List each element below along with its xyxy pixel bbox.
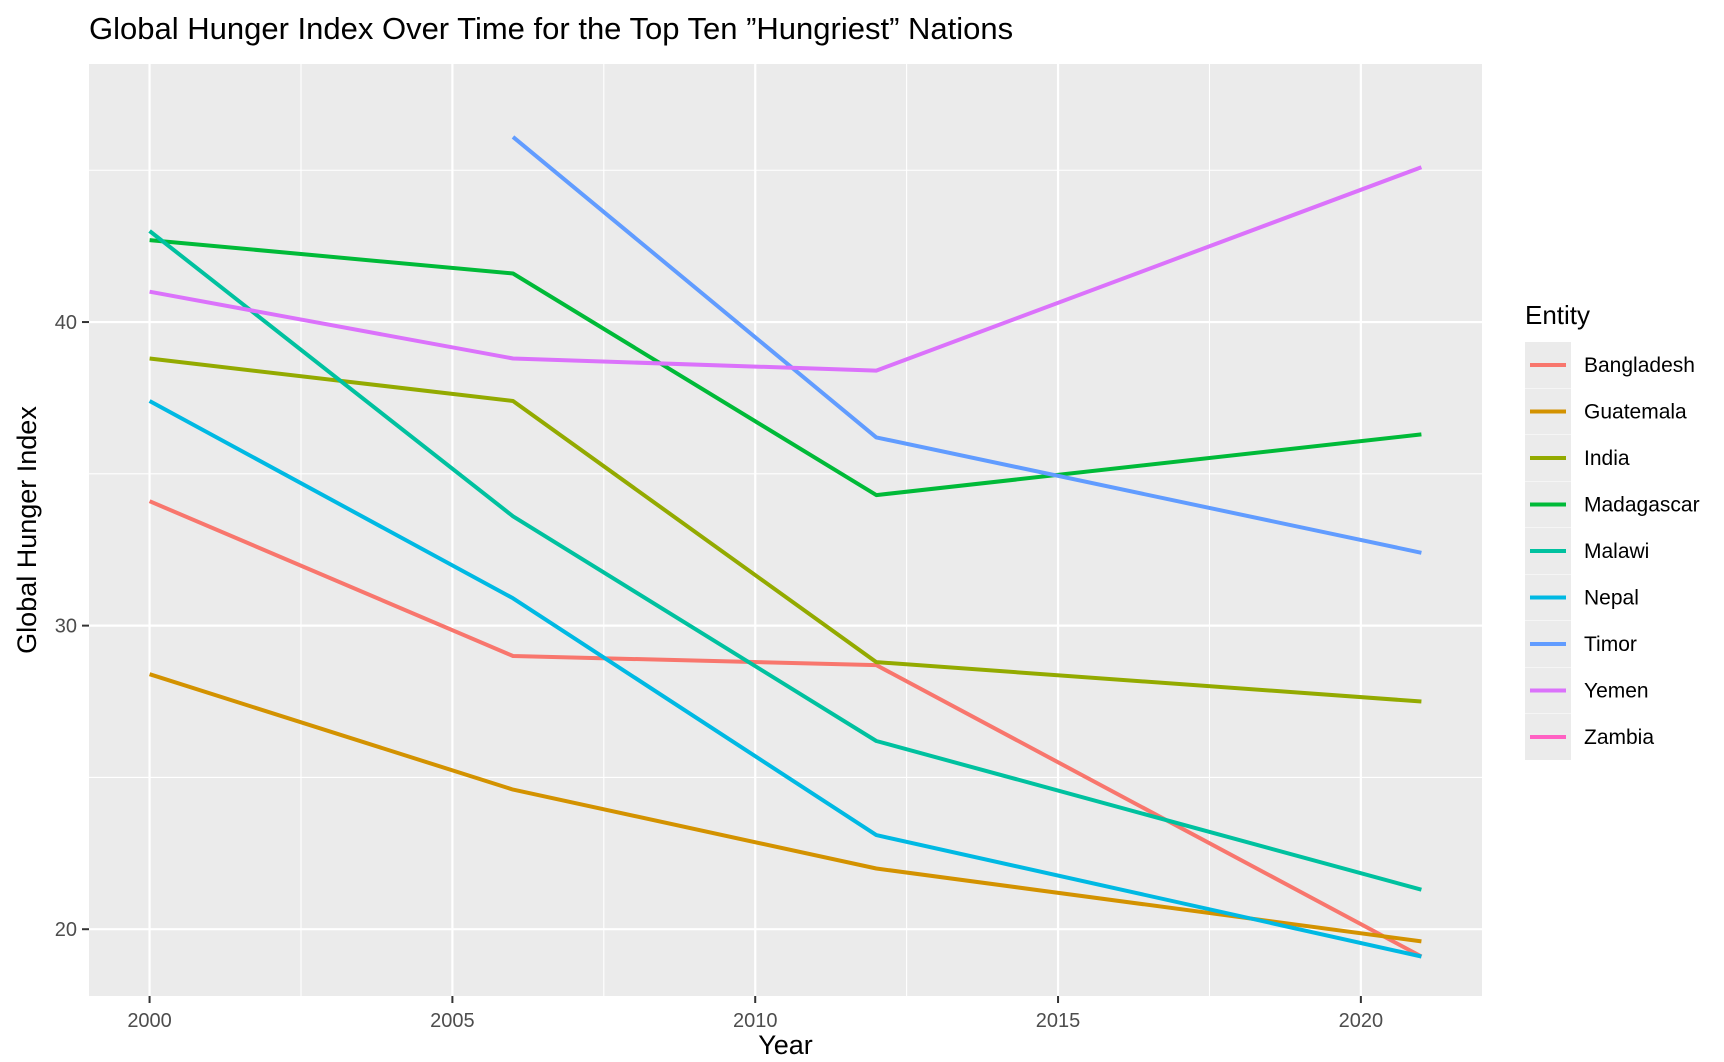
legend-label: Guatemala [1584, 401, 1687, 424]
y-tick-label: 40 [55, 312, 77, 334]
legend-label: India [1584, 447, 1630, 470]
series-line-india [149, 356, 1422, 704]
legend-label: Madagascar [1584, 494, 1700, 517]
legend: Bangladesh Guatemala India Madagascar Malawi… [1525, 342, 1700, 760]
y-axis: 20 30 40 [55, 312, 89, 941]
series-line-nepal [148, 399, 1422, 959]
series-line-guatemala [148, 672, 1422, 944]
chart-title: Global Hunger Index Over Time for the To… [89, 11, 1013, 46]
y-tick-label: 20 [55, 919, 77, 941]
legend-item-madagascar: Madagascar [1525, 481, 1700, 528]
series-lines [148, 135, 1423, 959]
legend-label: Nepal [1584, 587, 1639, 610]
x-tick-label: 2010 [733, 1010, 778, 1032]
legend-item-timor: Timor [1525, 621, 1637, 667]
x-tick-label: 2000 [127, 1010, 172, 1032]
legend-label: Malawi [1584, 540, 1649, 563]
x-tick-label: 2020 [1339, 1010, 1384, 1032]
legend-item-malawi: Malawi [1525, 528, 1649, 574]
legend-label: Zambia [1584, 726, 1654, 749]
series-line-yemen [149, 165, 1423, 373]
x-axis: 2000 2005 2010 2015 2020 [127, 996, 1383, 1032]
x-tick-label: 2005 [430, 1010, 475, 1032]
series-line-bangladesh [148, 499, 1423, 959]
x-axis-title: Year [758, 1030, 813, 1060]
x-tick-label: 2015 [1036, 1010, 1081, 1032]
legend-item-nepal: Nepal [1525, 574, 1639, 621]
series-line-timor [511, 135, 1422, 555]
legend-item-yemen: Yemen [1525, 667, 1649, 714]
legend-label: Yemen [1584, 680, 1649, 703]
y-tick-label: 30 [55, 616, 77, 638]
series-line-madagascar [149, 238, 1422, 498]
series-line-malawi [148, 229, 1422, 892]
legend-label: Bangladesh [1584, 354, 1695, 377]
plot-panel [89, 64, 1482, 996]
legend-title: Entity [1525, 300, 1590, 330]
y-axis-title: Global Hunger Index [12, 406, 42, 654]
legend-item-bangladesh: Bangladesh [1525, 342, 1695, 388]
legend-label: Timor [1584, 633, 1637, 656]
legend-item-zambia: Zambia [1525, 714, 1654, 760]
legend-item-guatemala: Guatemala [1525, 388, 1687, 435]
legend-item-india: India [1525, 435, 1630, 481]
